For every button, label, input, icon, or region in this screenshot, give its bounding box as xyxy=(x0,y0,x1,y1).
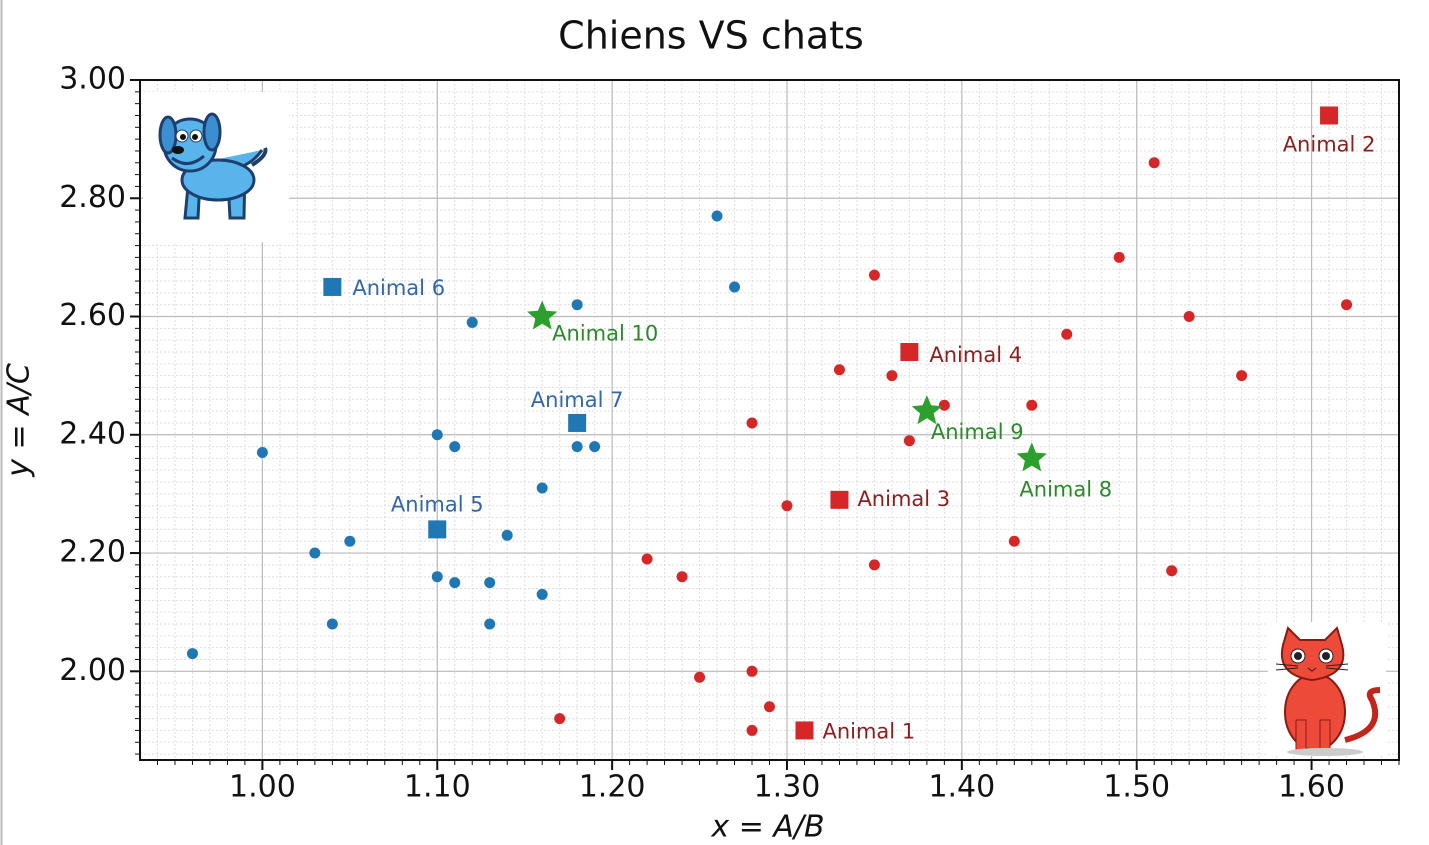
point xyxy=(833,364,845,376)
point xyxy=(449,441,461,453)
point xyxy=(589,441,601,453)
point xyxy=(536,482,548,494)
point xyxy=(571,441,583,453)
point xyxy=(764,701,775,713)
point xyxy=(1341,299,1353,311)
point xyxy=(886,370,898,382)
y-tick-label: 2.40 xyxy=(59,416,126,451)
square-marker xyxy=(900,343,919,361)
marks: Animal 1 Animal 2 Animal 3 Animal 4 Animal 5… xyxy=(186,106,1376,743)
point xyxy=(466,316,478,328)
point xyxy=(326,618,338,630)
point xyxy=(309,547,321,559)
x-tick-label: 1.00 xyxy=(229,770,296,805)
point xyxy=(938,399,950,411)
point xyxy=(903,435,915,447)
point-label: Animal 2 xyxy=(1283,132,1376,156)
y-tick-label: 2.80 xyxy=(59,180,126,215)
y-tick-label: 2.00 xyxy=(59,653,126,688)
x-tick-label: 1.30 xyxy=(754,770,821,805)
star-marker xyxy=(911,395,943,425)
point xyxy=(1026,399,1038,411)
point xyxy=(344,535,356,547)
point xyxy=(186,648,198,660)
plot-frame xyxy=(139,79,1400,761)
point xyxy=(431,429,443,441)
point xyxy=(449,577,461,589)
point-label: Animal 9 xyxy=(931,420,1024,444)
point xyxy=(729,281,741,293)
x-tick-label: 1.60 xyxy=(1278,770,1345,805)
point-label: Animal 3 xyxy=(857,487,950,511)
cat-icon xyxy=(1268,622,1386,756)
square-marker xyxy=(323,277,342,296)
y-tick-label: 2.60 xyxy=(59,298,126,333)
point xyxy=(571,299,583,311)
point-label: Animal 7 xyxy=(531,388,624,412)
point xyxy=(711,210,723,222)
star-marker xyxy=(1016,442,1047,472)
point xyxy=(1113,251,1125,263)
point xyxy=(868,559,880,571)
x-tick-label: 1.10 xyxy=(404,770,471,805)
point-label: Animal 8 xyxy=(1019,477,1112,501)
point xyxy=(746,724,758,736)
point xyxy=(484,618,496,630)
x-tick-label: 1.20 xyxy=(579,770,646,805)
point xyxy=(501,529,513,541)
x-tick-label: 1.40 xyxy=(928,770,995,805)
x-axis-label: x = A/B xyxy=(710,810,824,845)
point xyxy=(746,417,758,429)
point xyxy=(1008,535,1020,547)
y-tick-label: 2.20 xyxy=(59,535,126,570)
point-label: Animal 4 xyxy=(929,343,1022,367)
point xyxy=(256,447,268,459)
square-marker xyxy=(568,413,587,432)
point xyxy=(746,665,758,677)
star-marker xyxy=(527,300,558,330)
x-tick-label: 1.50 xyxy=(1103,770,1170,805)
square-marker xyxy=(830,490,849,509)
point xyxy=(1148,157,1160,169)
point-label: Animal 6 xyxy=(352,276,445,300)
dog-icon xyxy=(143,92,289,242)
point xyxy=(694,671,706,683)
point xyxy=(484,577,496,589)
point xyxy=(1236,370,1248,382)
point-label: Animal 1 xyxy=(822,719,915,743)
y-tick-label: 3.00 xyxy=(59,62,126,97)
point xyxy=(781,500,793,512)
point-label: Animal 5 xyxy=(391,492,484,516)
point xyxy=(868,269,880,281)
point xyxy=(431,571,443,583)
point xyxy=(1183,311,1195,323)
point-label: Animal 10 xyxy=(552,322,658,346)
point xyxy=(676,571,688,583)
point xyxy=(1061,328,1073,340)
chart-title: Chiens VS chats xyxy=(558,14,864,58)
grid xyxy=(130,79,1400,770)
square-marker xyxy=(795,721,814,740)
y-axis-label: y = A/C xyxy=(2,363,37,478)
point xyxy=(641,553,653,565)
square-marker xyxy=(428,520,447,539)
square-marker xyxy=(1320,106,1339,125)
point xyxy=(1166,565,1178,577)
point xyxy=(554,713,566,725)
point xyxy=(536,588,548,600)
